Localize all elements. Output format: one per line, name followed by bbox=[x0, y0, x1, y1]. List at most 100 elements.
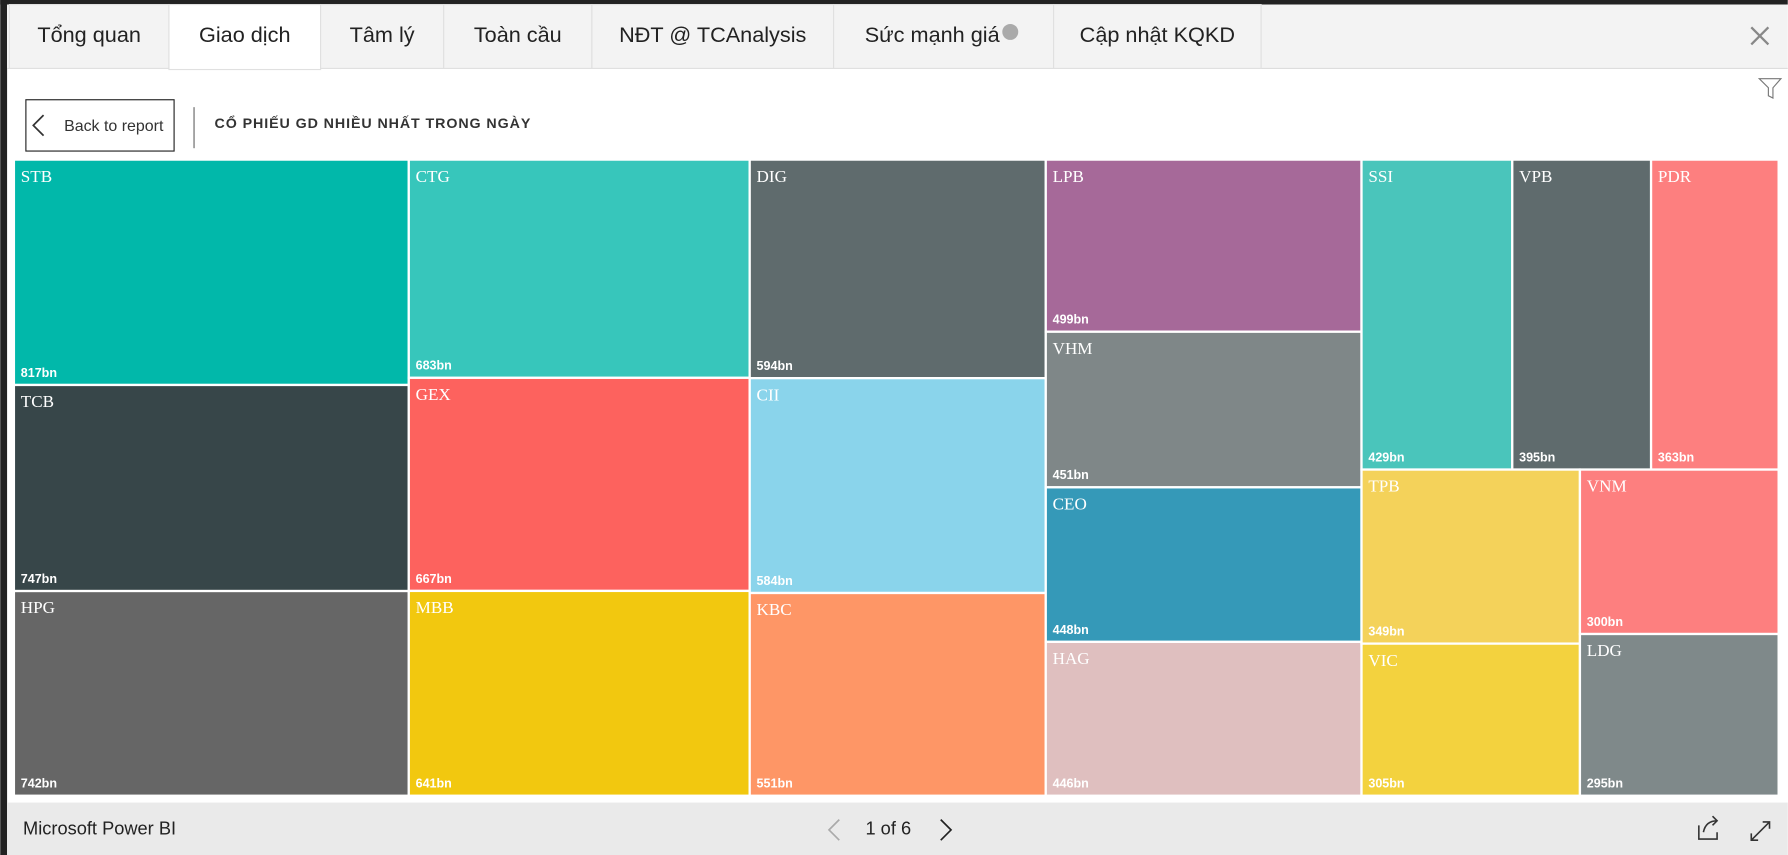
tab-label: Cập nhật KQKD bbox=[1080, 22, 1235, 47]
tile-label: LDG bbox=[1587, 641, 1622, 660]
tile-label: CEO bbox=[1053, 494, 1087, 513]
tile-label: STB bbox=[21, 167, 52, 186]
back-button-label: Back to report bbox=[64, 118, 164, 135]
tab[interactable]: NĐT @ TCAnalysis bbox=[591, 3, 835, 69]
tile-value: 499bn bbox=[1053, 313, 1089, 327]
next-page[interactable] bbox=[940, 819, 953, 841]
tile-label: HPG bbox=[21, 598, 55, 617]
tile-value: 448bn bbox=[1053, 623, 1089, 637]
tile-value: 295bn bbox=[1587, 777, 1623, 791]
tile-value: 305bn bbox=[1368, 777, 1404, 791]
tab[interactable]: Tâm lý bbox=[320, 3, 445, 69]
tile-label: VPB bbox=[1519, 167, 1552, 186]
tile-value: 641bn bbox=[416, 777, 452, 791]
tile bbox=[748, 158, 1047, 380]
tile-label: DIG bbox=[757, 167, 787, 186]
info-icon bbox=[1002, 23, 1019, 40]
tile bbox=[1511, 158, 1653, 471]
tile-label: VHM bbox=[1053, 339, 1093, 358]
tile-value: 429bn bbox=[1368, 450, 1404, 464]
brand: Microsoft Power BI bbox=[23, 818, 176, 839]
tile-label: PDR bbox=[1658, 167, 1692, 186]
tile-label: KBC bbox=[757, 600, 792, 619]
treemap: STB 817bn TCB 747bn HPG 742bn CTG 683bn GEX 667bn… bbox=[12, 158, 1780, 797]
tile bbox=[1044, 640, 1363, 797]
tile bbox=[1578, 632, 1780, 797]
tile-value: 349bn bbox=[1368, 625, 1404, 639]
tab-background bbox=[8, 3, 170, 69]
tile-label: MBB bbox=[416, 598, 454, 617]
pager: 1 of 6 bbox=[865, 818, 911, 839]
tile-label: GEX bbox=[416, 385, 452, 404]
tile-value: 395bn bbox=[1519, 450, 1555, 464]
tab-background bbox=[1053, 3, 1262, 69]
back-button-box bbox=[25, 99, 175, 152]
tab[interactable]: Giao dịch bbox=[168, 3, 322, 71]
tab-background bbox=[320, 3, 445, 69]
tile-value: 747bn bbox=[21, 572, 57, 586]
tile bbox=[748, 376, 1047, 595]
tabs: Tổng quan Giao dịch Tâm lý Toàn cầu NĐT @ TC… bbox=[8, 3, 1262, 71]
tile-label: LPB bbox=[1053, 167, 1084, 186]
tab-label: Tổng quan bbox=[37, 22, 141, 47]
tile-label: VNM bbox=[1587, 477, 1627, 496]
tile-value: 446bn bbox=[1053, 777, 1089, 791]
tab-label: Giao dịch bbox=[199, 22, 291, 47]
tab[interactable]: Tổng quan bbox=[8, 3, 170, 69]
tile-label: CTG bbox=[416, 167, 450, 186]
tab-background bbox=[833, 3, 1055, 69]
tile-value: 451bn bbox=[1053, 468, 1089, 482]
tile-value: 742bn bbox=[21, 777, 57, 791]
back-arrow bbox=[32, 114, 45, 137]
tile bbox=[12, 158, 410, 387]
tile-label: VIC bbox=[1368, 651, 1397, 670]
tile bbox=[12, 589, 410, 797]
tile-value: 584bn bbox=[757, 574, 793, 588]
tile bbox=[1649, 158, 1780, 471]
tab[interactable]: Cập nhật KQKD bbox=[1053, 3, 1262, 69]
tile-value: 551bn bbox=[757, 777, 793, 791]
tile bbox=[1578, 468, 1780, 636]
tile bbox=[1044, 158, 1363, 333]
tab-background bbox=[168, 3, 322, 71]
tile bbox=[1044, 330, 1363, 489]
tab[interactable]: Sức mạnh giá bbox=[833, 3, 1055, 69]
tile bbox=[1360, 158, 1514, 471]
share-icon[interactable] bbox=[1698, 815, 1719, 840]
filter-icon[interactable] bbox=[1757, 78, 1783, 99]
tile bbox=[1044, 486, 1363, 644]
tile bbox=[407, 589, 751, 797]
tile bbox=[748, 591, 1047, 797]
tile bbox=[1360, 468, 1582, 645]
close-icon[interactable] bbox=[1750, 26, 1770, 46]
tile-value: 363bn bbox=[1658, 450, 1694, 464]
fullscreen-icon[interactable] bbox=[1750, 821, 1771, 841]
tile-value: 817bn bbox=[21, 366, 57, 380]
tile-value: 300bn bbox=[1587, 615, 1623, 629]
tile-label: TPB bbox=[1368, 477, 1399, 496]
tile-label: CII bbox=[757, 385, 780, 404]
prev-page[interactable] bbox=[827, 819, 840, 841]
tile bbox=[1360, 642, 1582, 797]
tile-label: TCB bbox=[21, 392, 54, 411]
tile-value: 594bn bbox=[757, 359, 793, 373]
tab-label: Toàn cầu bbox=[474, 22, 562, 47]
back-button[interactable]: Back to report bbox=[25, 99, 175, 152]
tile-label: HAG bbox=[1053, 649, 1090, 668]
footer bbox=[7, 802, 1788, 855]
tile bbox=[407, 376, 751, 593]
page-title: CỔ PHIẾU GD NHIỀU NHẤT TRONG NGÀY bbox=[215, 114, 532, 132]
tile-label: SSI bbox=[1368, 167, 1393, 186]
left-edge bbox=[0, 0, 8, 855]
tile-value: 667bn bbox=[416, 572, 452, 586]
tab-label: Sức mạnh giá bbox=[865, 22, 1001, 47]
tile bbox=[12, 383, 410, 593]
tab-label: NĐT @ TCAnalysis bbox=[619, 22, 806, 47]
tab-background bbox=[443, 3, 593, 69]
tile-value: 683bn bbox=[416, 359, 452, 373]
tab[interactable]: Toàn cầu bbox=[443, 3, 593, 69]
tab-label: Tâm lý bbox=[350, 22, 415, 47]
tile bbox=[407, 158, 751, 379]
